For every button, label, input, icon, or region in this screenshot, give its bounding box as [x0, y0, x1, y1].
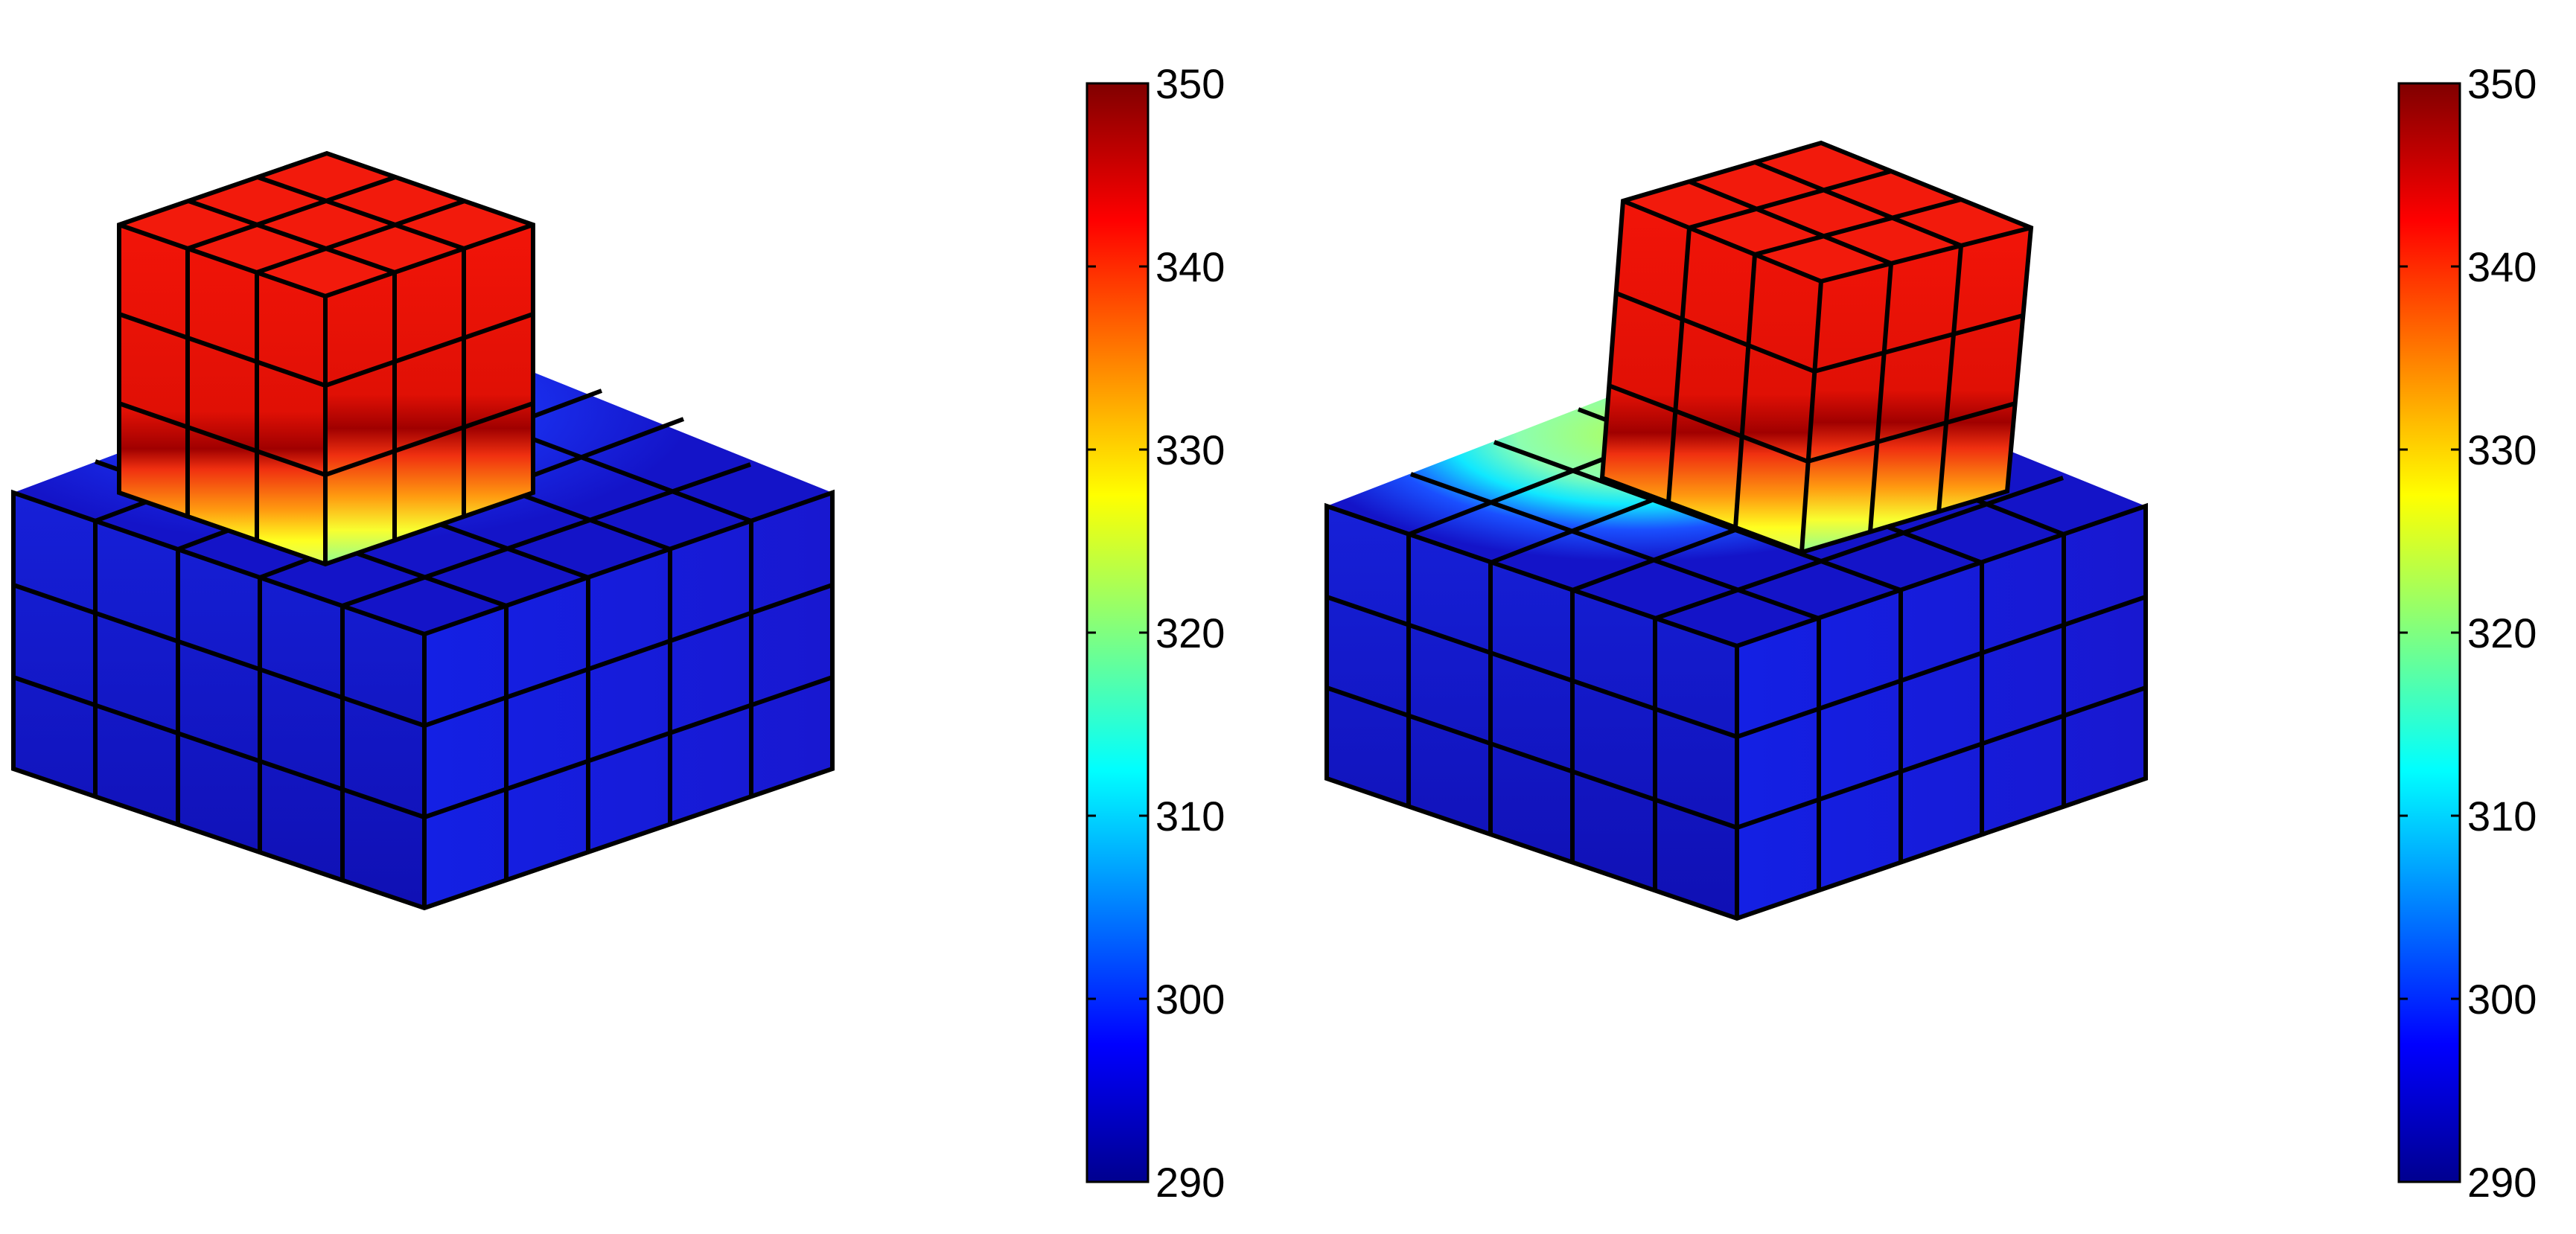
- top-cube-right: [1599, 140, 2034, 555]
- colorbar-tick-label: 340: [2467, 243, 2537, 290]
- colorbar-tick-label: 350: [1155, 60, 1225, 107]
- colorbar-tick-label: 290: [1155, 1159, 1225, 1206]
- cube-grid-lines: [1599, 140, 2034, 555]
- base-right-face: [424, 493, 832, 908]
- colorbar-tick-label: 350: [2467, 60, 2537, 107]
- base-right-face: [1737, 506, 2146, 918]
- base-left-face: [1327, 506, 1737, 918]
- panel-left: 290 300 310 320 330 340 350: [11, 60, 1225, 1206]
- cube-grid-lines: [117, 150, 535, 567]
- colorbar-left: 290 300 310 320 330 340 350: [1085, 60, 1225, 1206]
- colorbar-tick-label: 290: [2467, 1159, 2537, 1206]
- top-cube-left: [117, 150, 535, 567]
- base-grid-lines: [1324, 370, 2148, 921]
- colorbar-tick-label: 330: [1155, 426, 1225, 473]
- colorbar-tick-label: 310: [1155, 793, 1225, 840]
- colorbar-right: 290 300 310 320 330 340 350: [2397, 60, 2537, 1206]
- colorbar-scale: [2397, 82, 2461, 1183]
- cube-left-face: [1602, 201, 1821, 552]
- base-left-face: [13, 493, 424, 908]
- colorbar-ticks: [1087, 82, 1148, 1183]
- colorbar-tick-label: 300: [2467, 976, 2537, 1023]
- cube-top-face: [1623, 143, 2031, 281]
- colorbar-tick-label: 320: [2467, 610, 2537, 656]
- cube-right-face: [1802, 228, 2031, 552]
- colorbar-tick-label: 340: [1155, 243, 1225, 290]
- colorbar-scale: [1085, 82, 1150, 1183]
- colorbar-tick-label: 310: [2467, 793, 2537, 840]
- cube-left-face: [119, 225, 325, 564]
- panel-right: 290 300 310 320 330 340 350: [1324, 60, 2537, 1206]
- colorbar-tick-label: 320: [1155, 610, 1225, 656]
- colorbar-tick-label: 330: [2467, 426, 2537, 473]
- cube-right-face: [325, 225, 533, 564]
- colorbar-tick-label: 300: [1155, 976, 1225, 1023]
- colorbar-ticks: [2399, 82, 2460, 1183]
